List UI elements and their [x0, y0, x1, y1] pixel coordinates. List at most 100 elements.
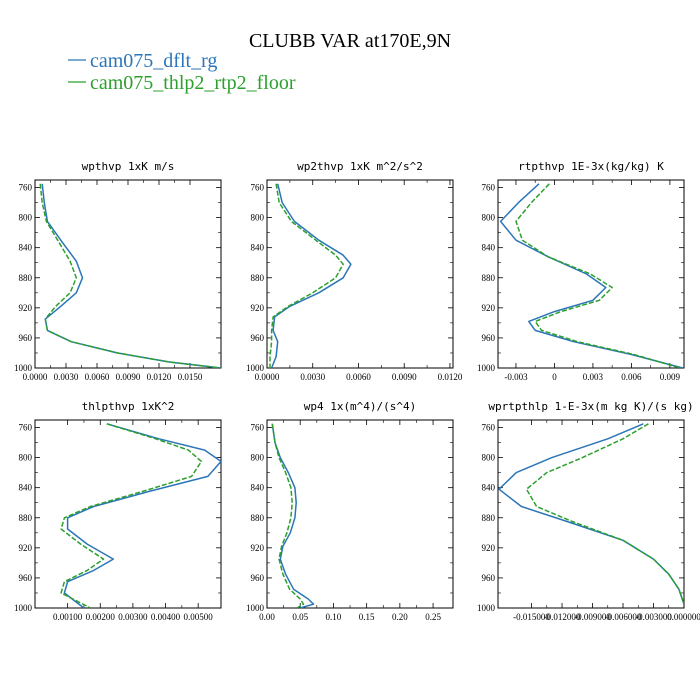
series-line-1 — [525, 423, 684, 605]
y-tick-label: 880 — [19, 513, 33, 523]
x-tick-label: 0.0120 — [438, 372, 463, 382]
y-tick-label: 880 — [251, 273, 265, 283]
panel-title: thlpthvp 1xK^2 — [82, 400, 175, 413]
y-tick-label: 760 — [482, 423, 496, 433]
panel-3: thlpthvp 1xK^2 760 800 840 880 920 960 1000 0.00… — [14, 400, 222, 622]
x-tick-label: 0.00400 — [151, 612, 181, 622]
series-line-0 — [270, 183, 352, 368]
y-tick-label: 880 — [251, 513, 265, 523]
x-tick-label: 0.15 — [359, 612, 375, 622]
y-tick-label: 760 — [482, 183, 496, 193]
x-tick-label: -0.015000 — [513, 612, 550, 622]
plot-frame — [34, 419, 222, 609]
series-line-1 — [269, 183, 344, 368]
y-tick-label: 800 — [251, 213, 265, 223]
legend-label-0: cam075_dflt_rg — [90, 50, 217, 72]
series-line-1 — [515, 183, 681, 368]
x-tick-label: 0.0060 — [346, 372, 371, 382]
plot-frame — [497, 179, 685, 369]
x-tick-label: 0.00100 — [53, 612, 83, 622]
y-tick-label: 960 — [482, 573, 496, 583]
x-tick-label: 0.00200 — [86, 612, 116, 622]
series-line-1 — [271, 423, 305, 608]
y-tick-label: 880 — [482, 513, 496, 523]
y-tick-label: 1000 — [477, 363, 496, 373]
y-tick-label: 840 — [251, 243, 265, 253]
x-tick-label: -0.003 — [504, 372, 528, 382]
y-tick-label: 960 — [251, 333, 265, 343]
plot-frame — [266, 179, 454, 369]
plot-frame — [266, 419, 454, 609]
y-tick-label: 760 — [19, 423, 33, 433]
y-tick-label: 800 — [19, 453, 33, 463]
figure-title: CLUBB VAR at170E,9N — [249, 30, 451, 52]
x-tick-label: -0.003000 — [635, 612, 672, 622]
panel-1: wp2thvp 1xK m^2/s^2 760 800 840 880 920 960 100… — [246, 160, 463, 382]
series-line-1 — [60, 423, 203, 608]
x-tick-label: 0.00 — [259, 612, 275, 622]
panel-0: wpthvp 1xK m/s76080084088092096010000.00… — [14, 160, 222, 382]
y-tick-label: 1000 — [14, 603, 33, 613]
y-tick-label: 920 — [19, 543, 33, 553]
y-tick-label: 880 — [19, 273, 33, 283]
panel-4: wp4 1x(m^4)/(s^4)76080084088092096010000… — [246, 400, 454, 622]
series-line-0 — [271, 423, 315, 608]
y-tick-label: 920 — [251, 543, 265, 553]
panel-title: wp4 1x(m^4)/(s^4) — [304, 400, 417, 413]
y-tick-label: 760 — [19, 183, 33, 193]
y-tick-label: 920 — [482, 543, 496, 553]
x-tick-label: 0.0000 — [23, 372, 48, 382]
series-line-0 — [499, 183, 683, 368]
y-tick-label: 840 — [19, 483, 33, 493]
x-tick-label: 0.0090 — [116, 372, 141, 382]
panel-title: wpthvp 1xK m/s — [82, 160, 175, 173]
y-tick-label: 920 — [19, 303, 33, 313]
x-tick-label: -0.006000 — [605, 612, 642, 622]
y-tick-label: 920 — [251, 303, 265, 313]
plot-frame — [34, 179, 222, 369]
y-tick-label: 840 — [251, 483, 265, 493]
x-tick-label: -0.012000 — [544, 612, 581, 622]
x-tick-label: 0.003 — [583, 372, 604, 382]
x-tick-label: 0.00500 — [184, 612, 214, 622]
x-tick-label: 0.0120 — [147, 372, 172, 382]
series-line-0 — [498, 423, 684, 605]
y-tick-label: 840 — [482, 243, 496, 253]
panel-2: rtpthvp 1E-3x(kg/kg) K 760 800 840 880 920 960… — [477, 160, 685, 382]
series-line-0 — [63, 423, 221, 608]
y-tick-label: 800 — [19, 213, 33, 223]
legend-label-1: cam075_thlp2_rtp2_floor — [90, 72, 296, 94]
x-tick-label: 0.006 — [621, 372, 642, 382]
y-tick-label: 840 — [482, 483, 496, 493]
x-tick-label: 0.25 — [425, 612, 441, 622]
x-tick-label: 0.000000 — [667, 612, 700, 622]
x-tick-label: 0.0150 — [178, 372, 203, 382]
x-tick-label: -0.009000 — [574, 612, 611, 622]
x-tick-label: 0.0030 — [54, 372, 79, 382]
panel-title: wprtpthlp 1-E-3x(m kg K)/(s kg) — [488, 400, 693, 413]
y-tick-label: 960 — [19, 333, 33, 343]
x-tick-label: 0.0090 — [392, 372, 417, 382]
x-tick-label: 0.05 — [292, 612, 308, 622]
y-tick-label: 880 — [482, 273, 496, 283]
x-tick-label: 0.0060 — [85, 372, 110, 382]
panel-title: wp2thvp 1xK m^2/s^2 — [297, 160, 423, 173]
x-tick-label: 0.00300 — [118, 612, 148, 622]
y-tick-label: 760 — [251, 423, 265, 433]
y-tick-label: 960 — [19, 573, 33, 583]
y-tick-label: 1000 — [246, 603, 265, 613]
x-tick-label: 0.20 — [392, 612, 408, 622]
panel-title: rtpthvp 1E-3x(kg/kg) K — [518, 160, 664, 173]
plot-frame — [497, 419, 685, 609]
y-tick-label: 960 — [482, 333, 496, 343]
y-tick-label: 1000 — [477, 603, 496, 613]
x-tick-label: 0.0000 — [255, 372, 280, 382]
y-tick-label: 800 — [482, 453, 496, 463]
x-tick-label: 0 — [552, 372, 557, 382]
y-tick-label: 1000 — [246, 363, 265, 373]
legend: cam075_dflt_rg cam075_thlp2_rtp2_floor — [68, 50, 296, 94]
y-tick-label: 960 — [251, 573, 265, 583]
y-tick-label: 800 — [251, 453, 265, 463]
series-line-1 — [39, 183, 221, 368]
